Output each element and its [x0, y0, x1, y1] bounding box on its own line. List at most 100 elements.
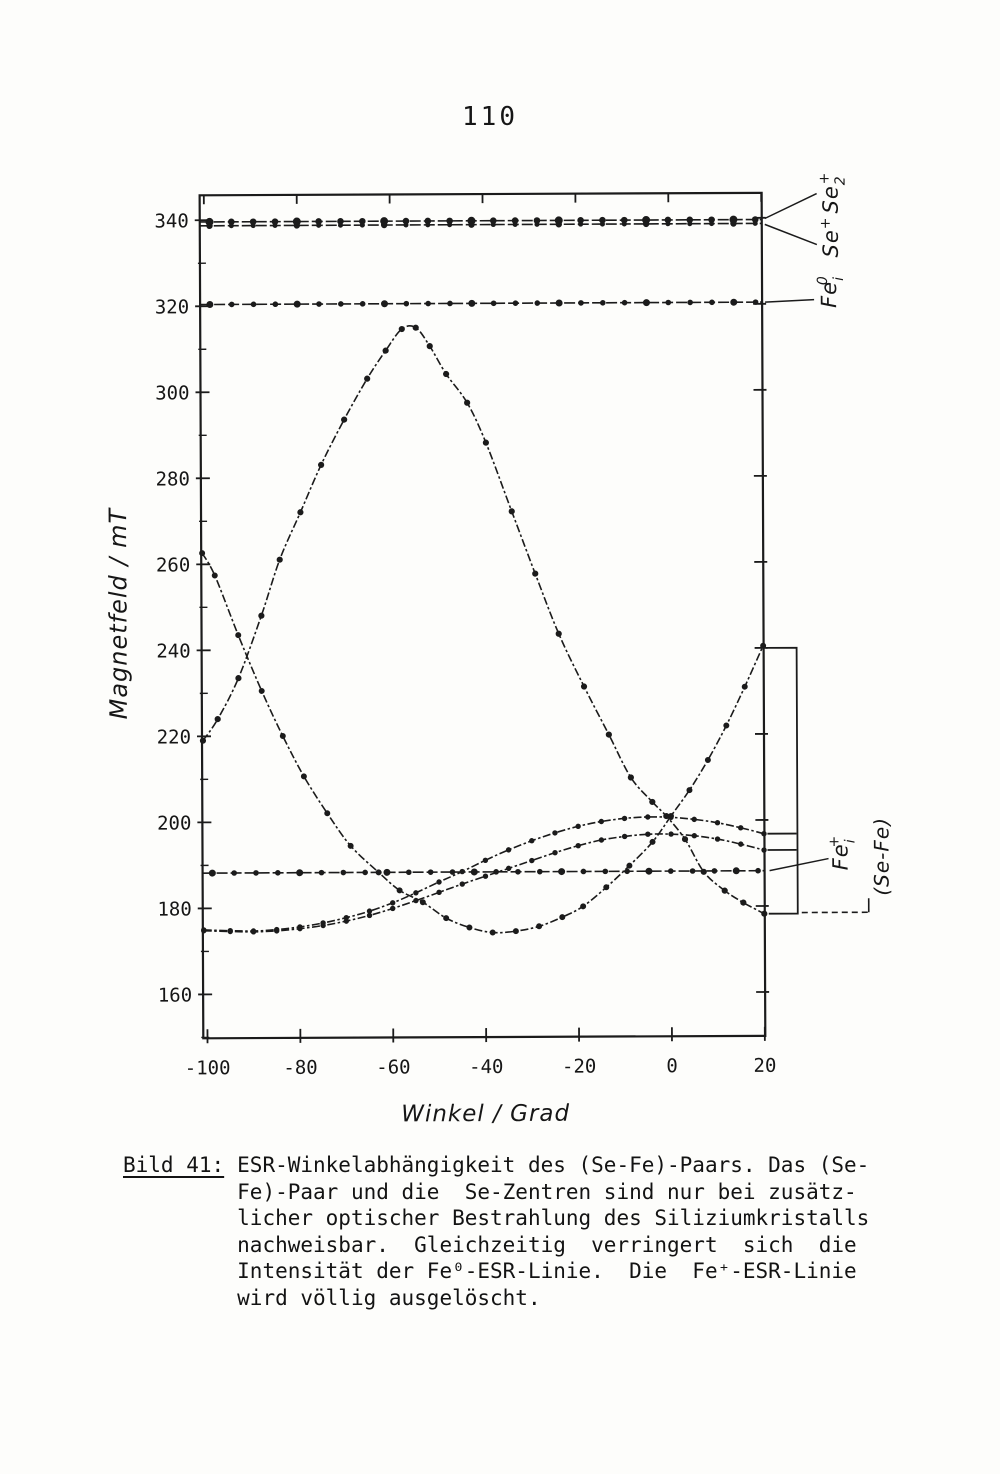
marker [201, 928, 207, 934]
line [199, 222, 762, 227]
x-tick-label: 20 [753, 1055, 776, 1077]
marker [649, 838, 656, 845]
sefe-bracket [765, 646, 799, 915]
marker [359, 301, 366, 307]
marker [383, 868, 391, 876]
marker [249, 218, 257, 226]
marker [578, 300, 584, 306]
marker [293, 222, 301, 229]
caption-line: wird völlig ausgelöscht. [237, 1285, 541, 1310]
marker [687, 221, 693, 227]
marker [687, 299, 693, 306]
marker [318, 869, 325, 876]
marker [599, 221, 605, 227]
marker [621, 815, 628, 822]
marker [381, 300, 389, 308]
marker [761, 831, 767, 837]
marker [536, 923, 543, 930]
marker [704, 756, 711, 763]
series-fe-i+-line [202, 867, 765, 877]
marker [755, 867, 761, 874]
label-se-centers: Se+Se2+ [817, 172, 849, 258]
marker [297, 509, 304, 516]
marker [752, 220, 758, 226]
marker [512, 221, 518, 227]
marker [761, 910, 768, 917]
marker [228, 223, 234, 229]
marker [375, 869, 382, 876]
marker [366, 912, 373, 919]
marker [723, 722, 730, 729]
marker [228, 301, 235, 308]
marker [250, 929, 257, 935]
y-tick-label: 280 [155, 468, 189, 490]
x-tick-label: -60 [376, 1056, 410, 1078]
marker [714, 836, 721, 842]
marker [413, 897, 419, 904]
marker [552, 830, 558, 836]
marker [338, 301, 344, 307]
marker [709, 221, 715, 227]
curve [203, 833, 765, 933]
annotations: Se+Se2+ Fei0 Fei+ (Se-Fe) [764, 172, 894, 915]
y-tick-label: 180 [157, 898, 191, 920]
marker [708, 216, 715, 224]
marker [598, 837, 605, 843]
marker [206, 222, 213, 229]
marker [730, 220, 737, 227]
marker [738, 825, 744, 831]
marker [443, 915, 450, 922]
marker [508, 508, 515, 515]
marker [686, 787, 693, 794]
marker [324, 810, 331, 817]
x-tick-label: -80 [283, 1057, 317, 1079]
series--se-fe-pair-branch-4 [201, 831, 767, 935]
marker [211, 572, 218, 579]
svg-text:Fei+: Fei+ [826, 835, 858, 871]
marker [464, 399, 471, 406]
marker [599, 299, 606, 306]
marker [645, 867, 653, 875]
marker [740, 899, 747, 906]
x-tick-label: -40 [469, 1056, 503, 1078]
line [199, 218, 762, 223]
marker [760, 642, 767, 649]
marker [380, 221, 388, 229]
marker [206, 301, 214, 309]
y-axis-title: Magnetfeld / mT [104, 507, 133, 720]
y-tick-label: 340 [154, 210, 188, 232]
marker [700, 868, 707, 875]
marker [446, 217, 453, 225]
marker [316, 301, 322, 307]
marker [389, 900, 396, 906]
y-tick-label: 200 [157, 812, 191, 834]
marker [228, 218, 235, 226]
marker [621, 833, 628, 840]
series--se-fe-pair-branch-1 [199, 324, 768, 917]
figure-caption: Bild 41: ESR-Winkelabhängigkeit des (Se-… [123, 1152, 869, 1311]
marker [577, 217, 584, 224]
marker [337, 222, 343, 228]
marker [208, 869, 216, 877]
line [764, 192, 817, 220]
marker [482, 857, 489, 863]
label-fe-plus: Fei+ [826, 835, 858, 871]
marker [691, 816, 697, 823]
marker [555, 221, 562, 228]
caption-line: ESR-Winkelabhängigkeit des (Se-Fe)-Paars… [237, 1153, 870, 1177]
marker [642, 299, 650, 307]
marker [300, 773, 307, 780]
marker [459, 881, 465, 887]
marker [645, 814, 651, 820]
marker [443, 370, 450, 378]
marker [447, 300, 453, 307]
series-se2+-center-line [199, 220, 762, 229]
marker [402, 217, 410, 225]
marker [714, 820, 721, 826]
line [202, 869, 765, 874]
marker [649, 798, 656, 806]
marker [598, 818, 605, 825]
marker [398, 325, 405, 333]
marker [343, 918, 350, 924]
